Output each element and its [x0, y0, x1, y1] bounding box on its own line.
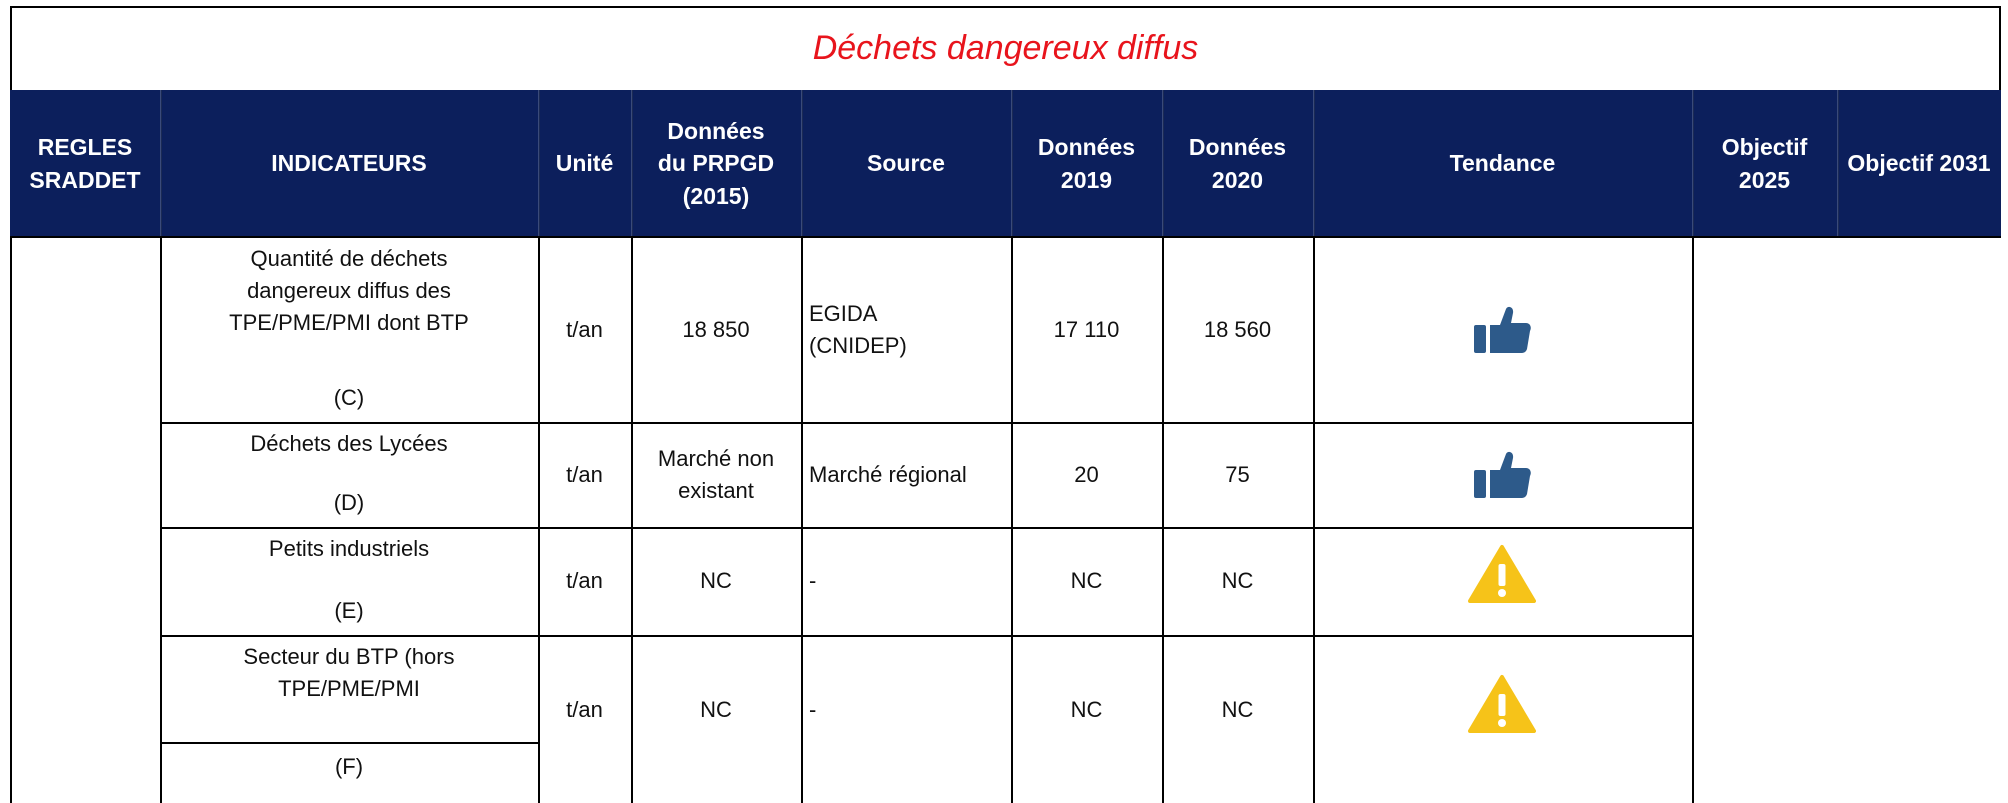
header-background — [10, 90, 2001, 237]
column-border — [538, 237, 540, 803]
row-border — [160, 422, 1692, 424]
cell-source: Marché régional — [809, 461, 967, 487]
header-border — [10, 236, 2001, 238]
indicator: Petits industriels — [268, 536, 430, 561]
code: (D) — [333, 490, 365, 516]
cell-d2020: 18 560 — [1203, 316, 1272, 342]
row-border — [160, 742, 538, 744]
cell-unit: t/an — [566, 461, 603, 487]
cell-d2019: 17 110 — [1053, 316, 1120, 342]
cell-prpgd: NC — [700, 568, 732, 594]
cell-unit: t/an — [566, 316, 603, 342]
header-cell: Données du PRPGD (2015) — [657, 118, 775, 209]
code: (C) — [333, 385, 365, 411]
header-separator — [1692, 90, 1694, 237]
indicator: Déchets des Lycées — [250, 431, 448, 456]
cell-unit: t/an — [566, 568, 603, 594]
cell-d2020: NC — [1221, 568, 1254, 594]
cell-unit: t/an — [566, 697, 603, 723]
header-separator — [160, 90, 162, 237]
cell-d2020: NC — [1221, 697, 1254, 723]
header-cell: Tendance — [1449, 150, 1556, 177]
cell-d2019: NC — [1070, 697, 1103, 723]
header-separator — [801, 90, 803, 237]
header-separator — [1837, 90, 1839, 237]
cell-d2019: NC — [1070, 568, 1103, 594]
row-border — [160, 527, 1692, 529]
column-border — [1313, 237, 1315, 803]
table-title: Déchets dangereux diffus — [812, 29, 1199, 68]
header-cell: INDICATEURS — [271, 150, 427, 177]
cell-d2019: 20 — [1074, 461, 1099, 487]
indicator: Quantité de déchets dangereux diffus des… — [229, 246, 469, 335]
header-cell: Données 2019 — [1037, 134, 1136, 193]
column-border — [160, 237, 162, 803]
header-cell: Source — [867, 150, 945, 177]
cell-source: - — [809, 568, 817, 594]
header-separator — [538, 90, 540, 237]
cell-source: EGIDA (CNIDEP) — [809, 300, 907, 358]
column-border — [1692, 237, 1694, 803]
cell-source: - — [809, 697, 817, 723]
column-border — [1162, 237, 1164, 803]
row-border — [160, 635, 1692, 637]
header-separator — [1162, 90, 1164, 237]
thumbs-up-icon — [1474, 306, 1531, 353]
warning-icon — [1468, 675, 1536, 733]
column-border — [801, 237, 803, 803]
header-cell: Données 2020 — [1188, 134, 1287, 193]
header-separator — [1313, 90, 1315, 237]
code: (E) — [334, 598, 364, 624]
header-cell: Objectif 2031 — [1847, 150, 1991, 177]
border — [10, 6, 2001, 8]
border — [10, 6, 12, 803]
header-cell: REGLES SRADDET — [29, 134, 141, 193]
header-separator — [631, 90, 633, 237]
code: (F) — [334, 754, 364, 780]
warning-icon — [1468, 545, 1536, 603]
column-border — [631, 237, 633, 803]
cell-prpgd: Marché non existant — [657, 445, 775, 503]
cell-prpgd: 18 850 — [682, 316, 750, 342]
column-border — [1011, 237, 1013, 803]
cell-prpgd: NC — [700, 697, 732, 723]
thumbs-up-icon — [1474, 451, 1531, 498]
header-cell: Objectif 2025 — [1721, 134, 1808, 193]
cell-d2020: 75 — [1225, 461, 1250, 487]
header-separator — [1011, 90, 1013, 237]
indicator: Secteur du BTP (hors TPE/PME/PMI — [243, 644, 455, 701]
header-cell: Unité — [555, 150, 614, 177]
